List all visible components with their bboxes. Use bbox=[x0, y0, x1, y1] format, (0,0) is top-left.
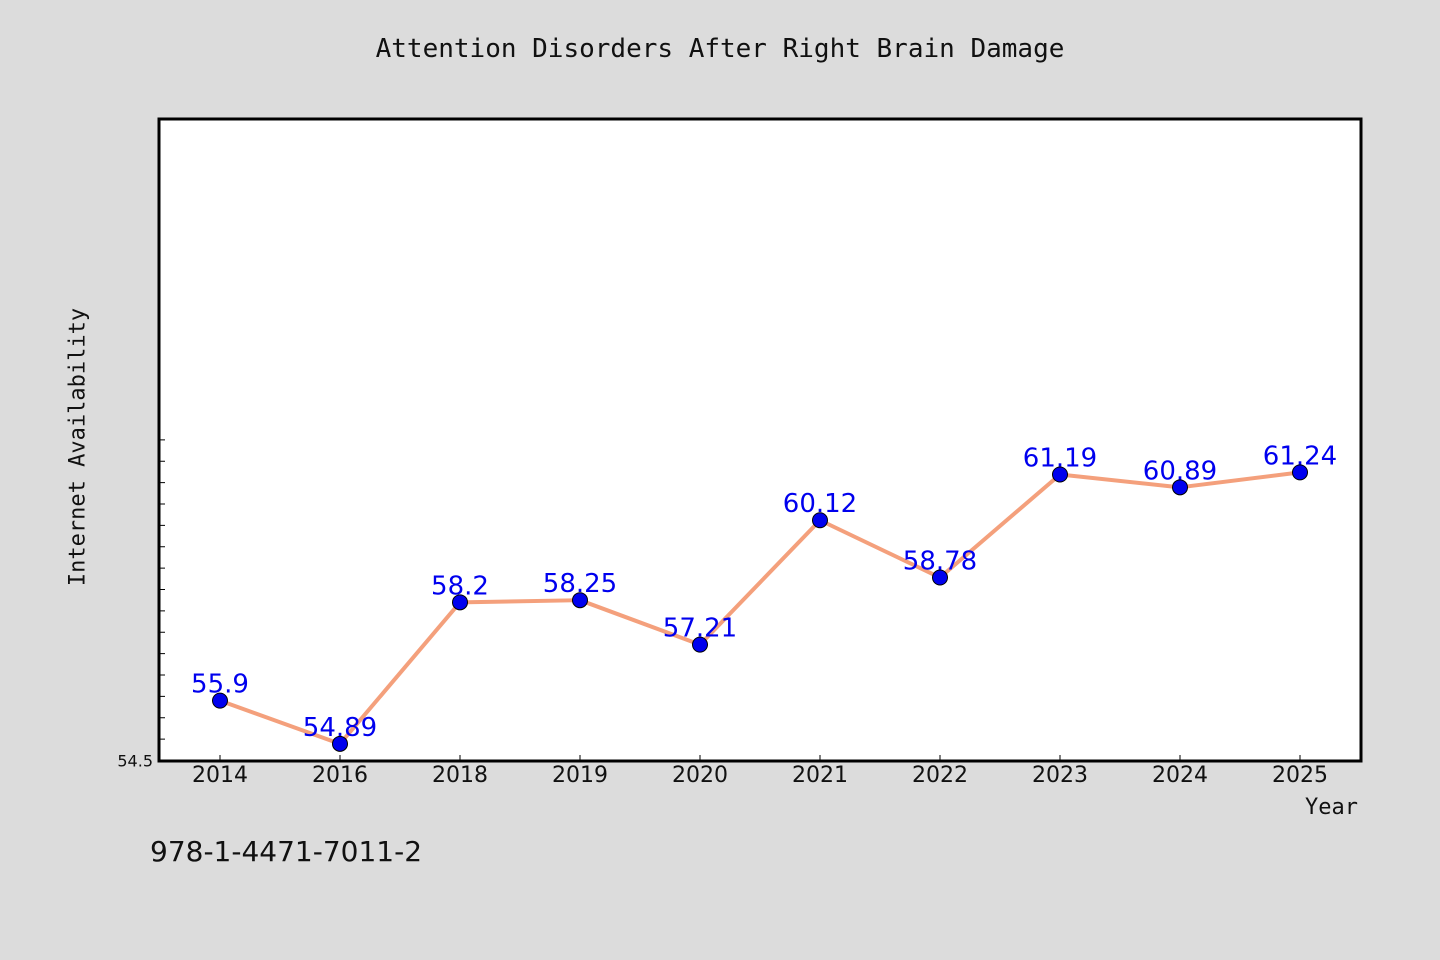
x-tick-label: 2021 bbox=[792, 763, 848, 788]
x-tick-label: 2018 bbox=[432, 763, 488, 788]
y-tick-label: 54.5 bbox=[117, 752, 153, 771]
x-tick-label: 2024 bbox=[1152, 763, 1208, 788]
data-label: 60.12 bbox=[783, 489, 857, 519]
data-label: 58.2 bbox=[431, 571, 489, 601]
x-tick-label: 2025 bbox=[1272, 763, 1328, 788]
data-point bbox=[212, 692, 228, 709]
data-label: 58.25 bbox=[543, 569, 617, 599]
isbn-label: 978-1-4471-7011-2 bbox=[150, 835, 423, 868]
x-tick-label: 2014 bbox=[192, 763, 248, 788]
data-point bbox=[1292, 464, 1308, 481]
data-point bbox=[572, 592, 588, 609]
x-tick-label: 2016 bbox=[312, 763, 368, 788]
data-label: 58.78 bbox=[903, 547, 977, 577]
data-point bbox=[1052, 466, 1068, 483]
data-label: 55.9 bbox=[191, 670, 249, 700]
data-label: 57.21 bbox=[663, 614, 737, 644]
data-point bbox=[932, 569, 948, 586]
x-axis-title: Year bbox=[1305, 795, 1358, 820]
data-point bbox=[692, 636, 708, 653]
plot-area bbox=[157, 117, 1363, 763]
chart-title: Attention Disorders After Right Brain Da… bbox=[375, 34, 1065, 64]
data-label: 60.89 bbox=[1143, 456, 1217, 486]
data-label: 61.24 bbox=[1263, 441, 1337, 471]
data-label: 61.19 bbox=[1023, 444, 1097, 474]
data-point bbox=[452, 594, 468, 611]
x-tick-label: 2019 bbox=[552, 763, 608, 788]
data-point bbox=[332, 735, 348, 752]
data-point bbox=[812, 512, 828, 529]
x-tick-label: 2022 bbox=[912, 763, 968, 788]
data-point bbox=[1172, 479, 1188, 496]
data-label: 54.89 bbox=[303, 713, 377, 743]
x-tick-label: 2023 bbox=[1032, 763, 1088, 788]
x-tick-label: 2020 bbox=[672, 763, 728, 788]
series-line bbox=[218, 470, 1302, 746]
